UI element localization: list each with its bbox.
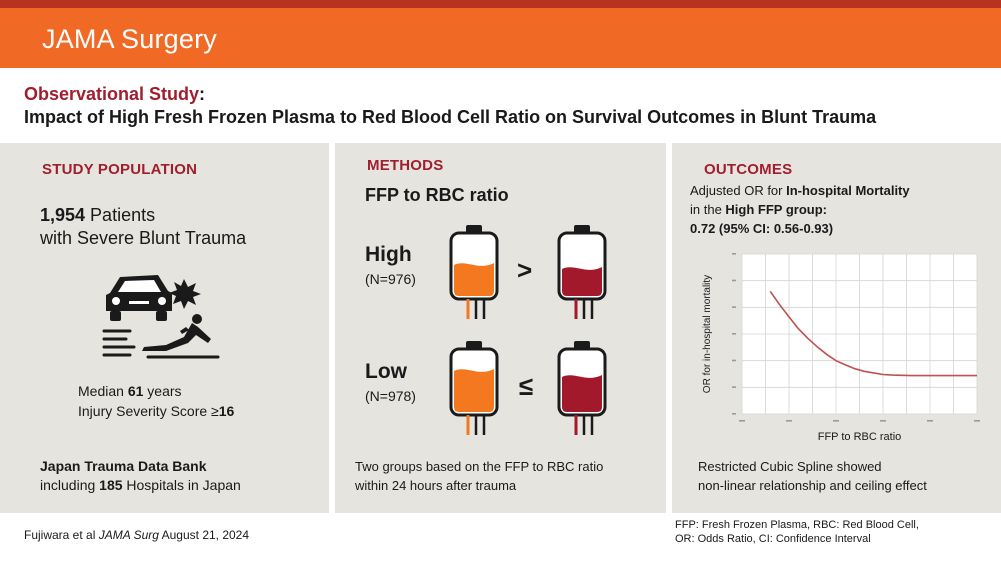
- chart-x-tick: [880, 420, 886, 422]
- high-comparison-symbol: >: [517, 255, 533, 285]
- chart-y-tick: [732, 279, 736, 282]
- chart-y-tick: [732, 386, 736, 388]
- outcomes-heading: OUTCOMES: [704, 161, 793, 178]
- low-group-label: Low: [365, 360, 407, 383]
- outcomes-footnote-line2: non-linear relationship and ceiling effe…: [698, 478, 927, 493]
- journal-brand: JAMA Surgery: [42, 24, 217, 54]
- methods-footnote-line2: within 24 hours after trauma: [355, 478, 517, 493]
- chart-xlabel: FFP to RBC ratio: [818, 431, 902, 443]
- methods-panel: METHODS FFP to RBC ratio High (N=976) > …: [335, 143, 666, 513]
- citation: Fujiwara et al JAMA Surg August 21, 2024: [24, 528, 250, 542]
- methods-subheading: FFP to RBC ratio: [365, 185, 509, 205]
- outcome-line1: Adjusted OR for In-hospital Mortality: [690, 183, 910, 198]
- study-title: Impact of High Fresh Frozen Plasma to Re…: [24, 107, 877, 127]
- hospital-count: including 185 Hospitals in Japan: [40, 477, 241, 493]
- high-group-label: High: [365, 243, 412, 266]
- low-comparison-symbol: ≤: [519, 371, 534, 401]
- chart-x-tick: [739, 420, 745, 422]
- ffp-blood-bag-icon: [448, 225, 500, 326]
- patient-description: with Severe Blunt Trauma: [40, 228, 247, 248]
- chart-y-tick: [732, 306, 736, 308]
- population-heading: STUDY POPULATION: [42, 161, 198, 178]
- median-age: Median 61 years: [78, 383, 182, 399]
- spline-chart: OR for in-hospital mortality FFP to RBC …: [692, 246, 997, 451]
- injury-severity-score: Injury Severity Score ≥16: [78, 403, 235, 419]
- car-pedestrian-accident-icon: [96, 265, 226, 370]
- chart-series-line: [769, 290, 977, 377]
- abbreviations: FFP: Fresh Frozen Plasma, RBC: Red Blood…: [675, 518, 919, 546]
- study-type: Observational Study:: [24, 84, 206, 104]
- chart-x-tick: [974, 420, 980, 422]
- chart-y-tick: [732, 413, 736, 415]
- chart-x-tick: [833, 420, 839, 422]
- low-group-n: (N=978): [365, 388, 416, 404]
- high-group-n: (N=976): [365, 271, 416, 287]
- databank-name: Japan Trauma Data Bank: [40, 458, 207, 474]
- outcome-odds-ratio: 0.72 (95% CI: 0.56-0.93): [690, 221, 834, 236]
- top-accent-bar: [0, 0, 1001, 8]
- chart-y-tick: [732, 333, 736, 335]
- chart-y-tick: [732, 253, 736, 255]
- journal-header: JAMA Surgery: [0, 8, 1001, 68]
- abbreviations-line1: FFP: Fresh Frozen Plasma, RBC: Red Blood…: [675, 519, 919, 531]
- chart-y-tick: [732, 359, 736, 362]
- patient-count: 1,954 Patients: [40, 205, 156, 225]
- study-population-panel: STUDY POPULATION 1,954 Patients with Sev…: [0, 143, 329, 513]
- rbc-blood-bag-icon: [556, 341, 608, 442]
- methods-heading: METHODS: [367, 157, 444, 174]
- rbc-blood-bag-icon: [556, 225, 608, 326]
- outcome-line2: in the High FFP group:: [690, 202, 827, 217]
- methods-footnote-line1: Two groups based on the FFP to RBC ratio: [355, 459, 604, 474]
- spline-chart-svg: OR for in-hospital mortality FFP to RBC …: [702, 253, 980, 443]
- ffp-blood-bag-icon: [448, 341, 500, 442]
- outcomes-footnote-line1: Restricted Cubic Spline showed: [698, 459, 882, 474]
- chart-x-tick: [786, 420, 792, 422]
- abbreviations-line2: OR: Odds Ratio, CI: Confidence Interval: [675, 533, 871, 545]
- outcomes-panel: OUTCOMES Adjusted OR for In-hospital Mor…: [672, 143, 1001, 513]
- chart-x-tick: [927, 420, 933, 422]
- chart-ylabel: OR for in-hospital mortality: [702, 275, 713, 393]
